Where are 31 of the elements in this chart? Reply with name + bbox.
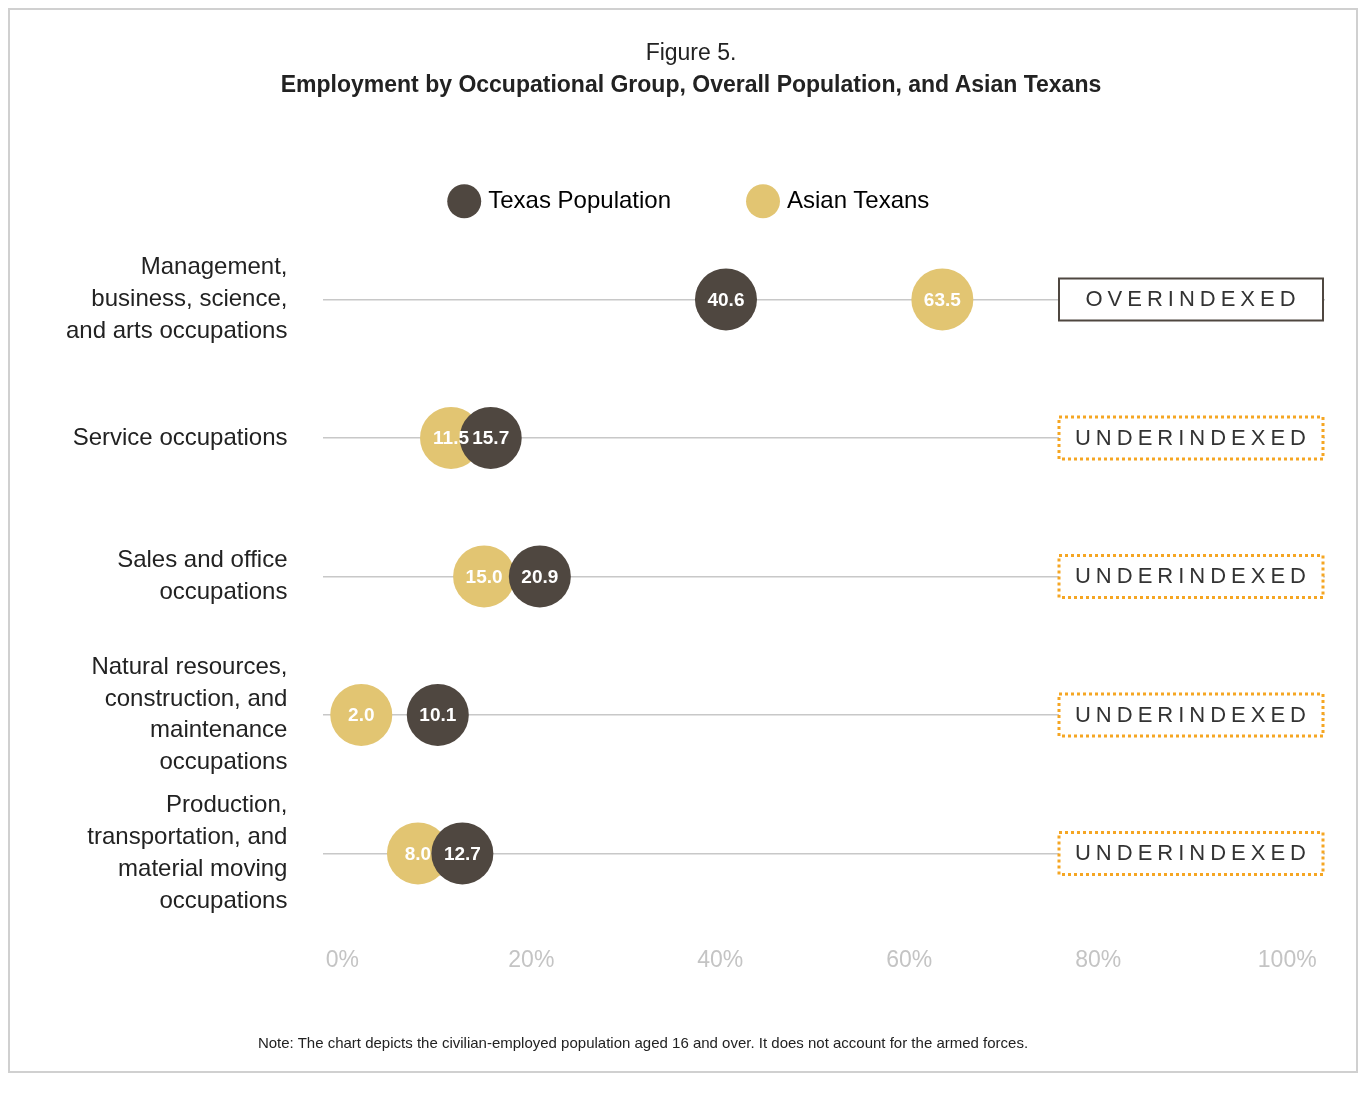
data-label: 15.7: [472, 427, 510, 449]
data-label: 63.5: [923, 288, 962, 310]
data-label: 40.6: [707, 288, 745, 310]
data-label: 20.9: [521, 565, 559, 587]
annotation: UNDERINDEXED: [1074, 563, 1312, 589]
y-tick-label: Production, transportation, and material moving occupations: [87, 790, 288, 913]
data-label: 8.0: [404, 842, 432, 864]
legend-label: Asian Texans: [787, 185, 930, 213]
x-tick-label: 100%: [1257, 945, 1317, 972]
annotation: OVERINDEXED: [1085, 286, 1301, 312]
data-label: 15.0: [465, 565, 503, 587]
data-label: 10.1: [419, 704, 457, 726]
annotation: UNDERINDEXED: [1074, 701, 1312, 727]
y-tick-label: Management, business, science, and arts occupations: [65, 252, 288, 343]
chart-subtitle: Employment by Occupational Group, Overall Population, and Asian Texans: [280, 70, 1102, 97]
annotation: UNDERINDEXED: [1074, 840, 1312, 866]
text: Note: The chart depicts the civilian-employed population aged 16 and over. It does not account for the armed forces.: [256, 1033, 1030, 1053]
x-tick-label: 80%: [1075, 945, 1122, 972]
point: [330, 683, 393, 746]
x-tick-label: 0%: [325, 945, 359, 972]
y-tick-label: Service occupations: [72, 422, 288, 450]
annotation: UNDERINDEXED: [1074, 424, 1312, 450]
data-label: 12.7: [443, 842, 481, 864]
chart-title: Figure 5.: [645, 39, 737, 66]
x-tick-label: 60%: [886, 945, 933, 972]
x-tick-label: 40%: [697, 945, 744, 972]
x-tick-label: 20%: [508, 945, 555, 972]
legend-label: Texas Population: [488, 185, 672, 213]
data-label: 2.0: [348, 704, 375, 726]
y-tick-label: Natural resources, construction, and maintenance occupations: [91, 651, 288, 775]
y-tick-label: Sales and office occupations: [117, 545, 288, 604]
